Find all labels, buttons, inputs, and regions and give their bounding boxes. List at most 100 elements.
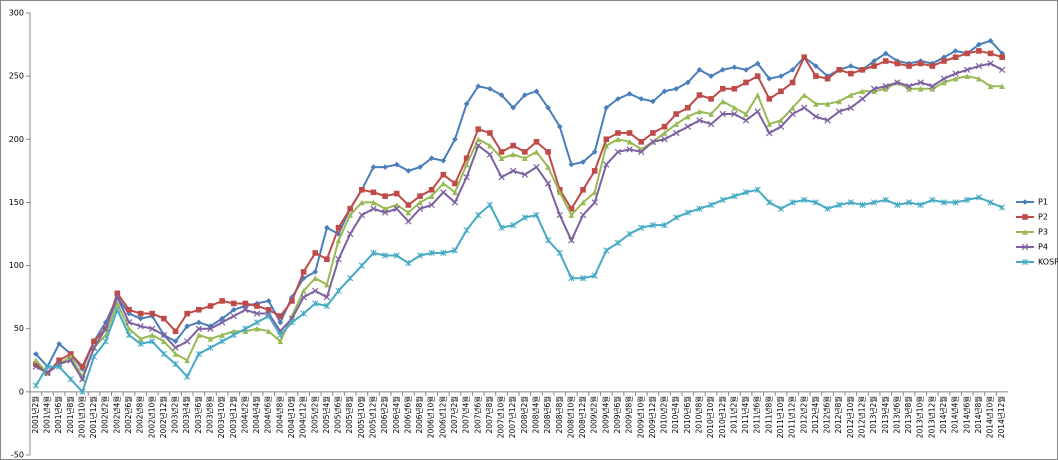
point <box>533 149 540 155</box>
x-tick-label: 2009년8월 <box>624 396 634 434</box>
point <box>650 98 656 105</box>
x-tick-label: 2010년6월 <box>682 396 692 434</box>
x-tick-label: 2001년8월 <box>65 396 75 434</box>
point <box>324 281 330 288</box>
point <box>265 328 272 335</box>
x-tick-label: 2001년4월 <box>41 396 51 434</box>
point <box>580 199 586 206</box>
point <box>801 196 808 204</box>
x-tick-label: 2007년12월 <box>507 396 517 439</box>
point <box>417 199 423 206</box>
point <box>172 338 179 345</box>
point <box>1021 258 1029 266</box>
point <box>649 222 657 229</box>
point <box>684 209 691 216</box>
point <box>417 164 423 170</box>
point <box>370 189 377 196</box>
point <box>137 315 144 322</box>
point <box>219 298 225 304</box>
point <box>533 211 540 219</box>
point <box>626 230 633 238</box>
point <box>579 275 587 282</box>
point <box>207 303 214 309</box>
point <box>428 155 435 162</box>
point <box>452 180 458 187</box>
point <box>603 247 610 254</box>
point <box>673 214 680 221</box>
point <box>219 315 225 322</box>
point <box>568 237 575 244</box>
y-tick-label: 250 <box>9 72 24 81</box>
point <box>941 79 947 86</box>
point <box>289 298 295 304</box>
point <box>917 201 924 209</box>
point <box>859 67 866 73</box>
point <box>253 310 261 317</box>
point <box>475 126 482 132</box>
point <box>381 209 389 216</box>
point <box>382 164 388 170</box>
point <box>533 163 540 171</box>
y-tick-label: 50 <box>14 324 24 333</box>
point <box>685 104 691 111</box>
point <box>370 164 377 170</box>
point <box>766 121 773 127</box>
point <box>871 58 877 64</box>
point <box>975 194 983 201</box>
point <box>998 66 1006 74</box>
point <box>754 92 761 98</box>
point <box>987 83 994 90</box>
point <box>661 222 668 229</box>
point <box>801 104 808 111</box>
point <box>568 275 575 282</box>
point <box>976 48 982 54</box>
point <box>556 189 563 196</box>
x-tick-label: 2011년4월 <box>740 396 750 434</box>
point <box>859 95 866 103</box>
series-line <box>34 188 1003 394</box>
point <box>114 293 121 301</box>
point <box>684 123 692 130</box>
point <box>405 168 412 174</box>
x-tick-label: 2012년8월 <box>833 396 843 434</box>
point <box>416 205 424 212</box>
point <box>614 148 622 156</box>
point <box>33 361 39 367</box>
point <box>661 123 668 130</box>
point <box>999 50 1005 57</box>
point <box>638 139 645 145</box>
point <box>393 202 400 208</box>
point <box>742 117 750 124</box>
x-tick-label: 2002년12월 <box>158 396 168 439</box>
point <box>300 293 307 301</box>
point <box>568 161 575 168</box>
x-tick-label: 2004년2월 <box>239 396 249 434</box>
point <box>452 136 458 143</box>
point <box>102 319 109 326</box>
x-tick-label: 2005년6월 <box>333 396 343 434</box>
x-tick-label: 2004년8월 <box>274 396 284 434</box>
point <box>55 363 63 370</box>
point <box>766 129 773 137</box>
point <box>184 373 191 380</box>
point <box>591 199 598 206</box>
point <box>288 319 296 326</box>
point <box>137 322 144 330</box>
point <box>32 363 40 370</box>
point <box>917 79 924 86</box>
x-tick-label: 2002년8월 <box>135 396 145 434</box>
point <box>475 136 482 143</box>
point <box>603 104 610 111</box>
point <box>183 338 191 345</box>
point <box>114 290 121 297</box>
x-tick-label: 2006년8월 <box>414 396 424 434</box>
point <box>626 91 633 97</box>
point <box>335 224 342 231</box>
y-tick-label: 200 <box>9 135 24 144</box>
x-tick-label: 2014년8월 <box>973 396 983 434</box>
point <box>498 155 505 162</box>
point <box>90 353 98 360</box>
point <box>347 205 353 212</box>
point <box>952 54 959 60</box>
point <box>754 73 761 79</box>
